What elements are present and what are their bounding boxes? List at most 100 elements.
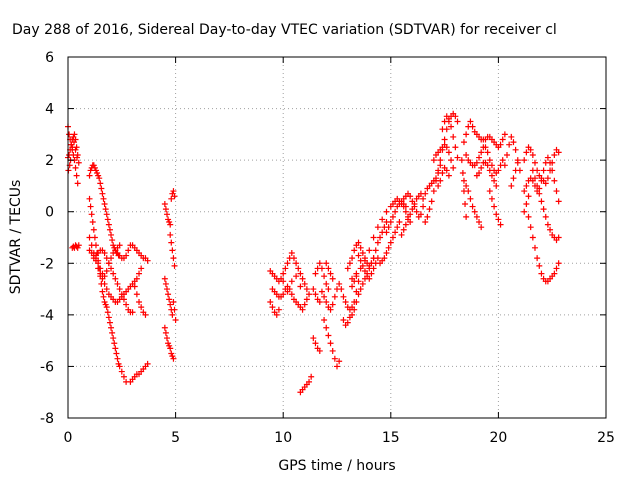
data-point <box>303 296 310 303</box>
data-point <box>450 133 457 140</box>
data-point <box>103 304 110 311</box>
x-tick-label: 10 <box>274 430 292 446</box>
data-point <box>323 260 330 267</box>
data-point <box>355 239 362 246</box>
data-point <box>389 213 396 220</box>
data-point <box>387 219 394 226</box>
data-point <box>540 206 547 213</box>
data-point <box>308 373 315 380</box>
data-point <box>301 301 308 308</box>
data-point <box>534 255 541 262</box>
data-point <box>495 216 502 223</box>
data-point <box>486 167 493 174</box>
data-point <box>167 345 174 352</box>
data-point <box>357 257 364 264</box>
data-point <box>491 203 498 210</box>
data-point <box>383 208 390 215</box>
data-point <box>523 200 530 207</box>
data-point <box>113 350 120 357</box>
data-point <box>400 226 407 233</box>
data-point <box>98 185 105 192</box>
data-point <box>484 149 491 156</box>
data-point <box>445 149 452 156</box>
data-point <box>170 298 177 305</box>
data-point <box>133 291 140 298</box>
y-axis-label: SDTVAR / TECUs <box>8 180 24 295</box>
chart-title: Day 288 of 2016, Sidereal Day-to-day VTE… <box>12 22 557 38</box>
data-point <box>452 113 459 120</box>
data-point <box>445 172 452 179</box>
data-point <box>323 298 330 305</box>
data-point <box>463 151 470 158</box>
data-point <box>357 244 364 251</box>
data-point <box>478 224 485 231</box>
data-point <box>102 206 109 213</box>
data-point <box>161 200 168 207</box>
data-point <box>359 249 366 256</box>
data-point <box>420 195 427 202</box>
data-point <box>467 118 474 125</box>
data-point <box>110 270 117 277</box>
data-point <box>327 270 334 277</box>
data-point <box>555 149 562 156</box>
data-point <box>478 164 485 171</box>
data-point <box>170 355 177 362</box>
data-point <box>163 211 170 218</box>
data-point <box>340 317 347 324</box>
data-point <box>275 306 282 313</box>
data-point <box>493 211 500 218</box>
data-point <box>100 293 107 300</box>
data-point <box>342 298 349 305</box>
data-point <box>86 234 93 241</box>
data-point <box>344 265 351 272</box>
data-point <box>454 154 461 161</box>
y-tick-label: -2 <box>40 256 54 272</box>
data-point <box>169 311 176 318</box>
data-point <box>114 280 121 287</box>
data-point <box>368 270 375 277</box>
data-point <box>71 139 78 146</box>
data-point <box>529 167 536 174</box>
data-point <box>469 123 476 130</box>
data-point <box>327 340 334 347</box>
data-point <box>142 311 149 318</box>
data-point <box>488 195 495 202</box>
data-point <box>374 255 381 262</box>
data-point <box>476 154 483 161</box>
data-point <box>169 247 176 254</box>
data-point <box>482 144 489 151</box>
x-axis-label: GPS time / hours <box>278 458 395 474</box>
data-point <box>551 151 558 158</box>
x-tick-label: 20 <box>489 430 507 446</box>
data-point <box>116 242 123 249</box>
data-point <box>349 255 356 262</box>
data-point <box>463 182 470 189</box>
x-tick-label: 25 <box>597 430 615 446</box>
data-point <box>521 208 528 215</box>
data-point <box>366 247 373 254</box>
data-point <box>385 224 392 231</box>
data-point <box>340 293 347 300</box>
data-point <box>370 265 377 272</box>
data-point <box>310 286 317 293</box>
data-points <box>65 110 562 396</box>
data-point <box>448 157 455 164</box>
data-point <box>430 157 437 164</box>
data-point <box>476 170 483 177</box>
x-tick-label: 5 <box>171 430 180 446</box>
data-point <box>553 265 560 272</box>
data-point <box>473 159 480 166</box>
data-point <box>555 260 562 267</box>
data-point <box>129 309 136 316</box>
y-tick-labels: -8 -6 -4 -2 0 2 4 6 <box>40 50 54 427</box>
data-point <box>488 172 495 179</box>
data-point <box>521 188 528 195</box>
data-point <box>486 157 493 164</box>
data-point <box>542 213 549 220</box>
data-point <box>101 273 108 280</box>
data-point <box>497 141 504 148</box>
data-point <box>325 265 332 272</box>
data-point <box>144 360 151 367</box>
data-point <box>165 291 172 298</box>
data-point <box>280 291 287 298</box>
